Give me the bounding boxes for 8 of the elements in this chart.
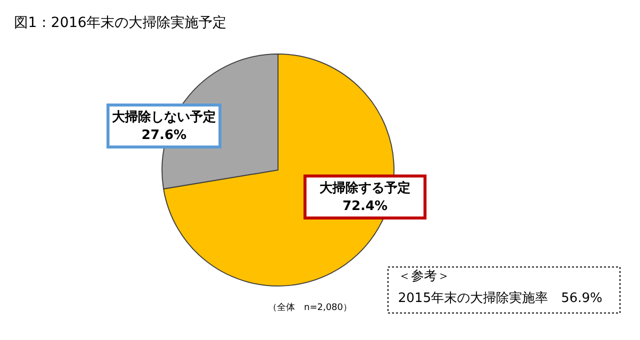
text: ＜参考＞ [398,269,450,284]
slice-label: 大掃除する予定 [320,180,410,196]
slice-label: 大掃除しない予定 [112,109,216,125]
text: 2015年末の大掃除実施率 56.9% [398,290,602,306]
data-label: 27.6% [141,128,187,143]
chart-title: 図1：2016年末の大掃除実施予定 [14,15,227,31]
text: （全体 n=2,080） [268,302,352,313]
data-label: 72.4% [342,199,388,214]
